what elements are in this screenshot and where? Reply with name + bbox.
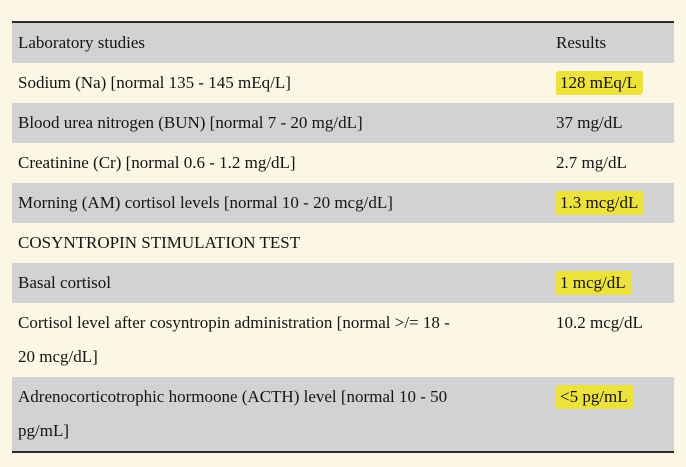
study-label: Basal cortisol bbox=[18, 273, 112, 292]
column-header-results: Results bbox=[556, 33, 607, 52]
result-value: 1 mcg/dL bbox=[556, 271, 632, 295]
table-row: Creatinine (Cr) [normal 0.6 - 1.2 mg/dL]… bbox=[12, 143, 674, 183]
column-header-laboratory-studies: Laboratory studies bbox=[18, 33, 145, 52]
table-body: Sodium (Na) [normal 135 - 145 mEq/L] 128… bbox=[12, 63, 674, 451]
result-value: 1.3 mcg/dL bbox=[556, 191, 645, 215]
study-label: Cortisol level after cosyntropin adminis… bbox=[18, 313, 450, 366]
lab-report-page: Laboratory studies Results Sodium (Na) [… bbox=[0, 21, 686, 453]
result-cell: <5 pg/mL bbox=[550, 377, 674, 451]
table-row: Adrenocorticotrophic hormoone (ACTH) lev… bbox=[12, 377, 674, 451]
study-label: Blood urea nitrogen (BUN) [normal 7 - 20… bbox=[18, 113, 363, 132]
study-label: COSYNTROPIN STIMULATION TEST bbox=[18, 233, 301, 252]
table-row: Blood urea nitrogen (BUN) [normal 7 - 20… bbox=[12, 103, 674, 143]
result-value: 10.2 mcg/dL bbox=[556, 313, 643, 332]
table-header-row: Laboratory studies Results bbox=[12, 23, 674, 63]
result-value: 37 mg/dL bbox=[556, 113, 623, 132]
table-row: Basal cortisol 1 mcg/dL bbox=[12, 263, 674, 303]
study-label: Adrenocorticotrophic hormoone (ACTH) lev… bbox=[18, 387, 448, 440]
study-label: Morning (AM) cortisol levels [normal 10 … bbox=[18, 193, 393, 212]
table-row: Cortisol level after cosyntropin adminis… bbox=[12, 303, 674, 377]
lab-table-frame: Laboratory studies Results Sodium (Na) [… bbox=[12, 21, 674, 453]
result-value: 128 mEq/L bbox=[556, 71, 643, 95]
lab-results-table: Laboratory studies Results Sodium (Na) [… bbox=[12, 23, 674, 451]
result-cell: 10.2 mcg/dL bbox=[550, 303, 674, 377]
table-row: COSYNTROPIN STIMULATION TEST bbox=[12, 223, 674, 263]
study-label: Sodium (Na) [normal 135 - 145 mEq/L] bbox=[18, 73, 291, 92]
result-cell bbox=[550, 223, 674, 263]
result-value: 2.7 mg/dL bbox=[556, 153, 627, 172]
result-cell: 1.3 mcg/dL bbox=[550, 183, 674, 223]
table-row: Sodium (Na) [normal 135 - 145 mEq/L] 128… bbox=[12, 63, 674, 103]
result-cell: 2.7 mg/dL bbox=[550, 143, 674, 183]
study-label: Creatinine (Cr) [normal 0.6 - 1.2 mg/dL] bbox=[18, 153, 296, 172]
result-cell: 1 mcg/dL bbox=[550, 263, 674, 303]
table-head: Laboratory studies Results bbox=[12, 23, 674, 63]
result-cell: 37 mg/dL bbox=[550, 103, 674, 143]
result-value: <5 pg/mL bbox=[556, 385, 634, 409]
result-cell: 128 mEq/L bbox=[550, 63, 674, 103]
table-row: Morning (AM) cortisol levels [normal 10 … bbox=[12, 183, 674, 223]
